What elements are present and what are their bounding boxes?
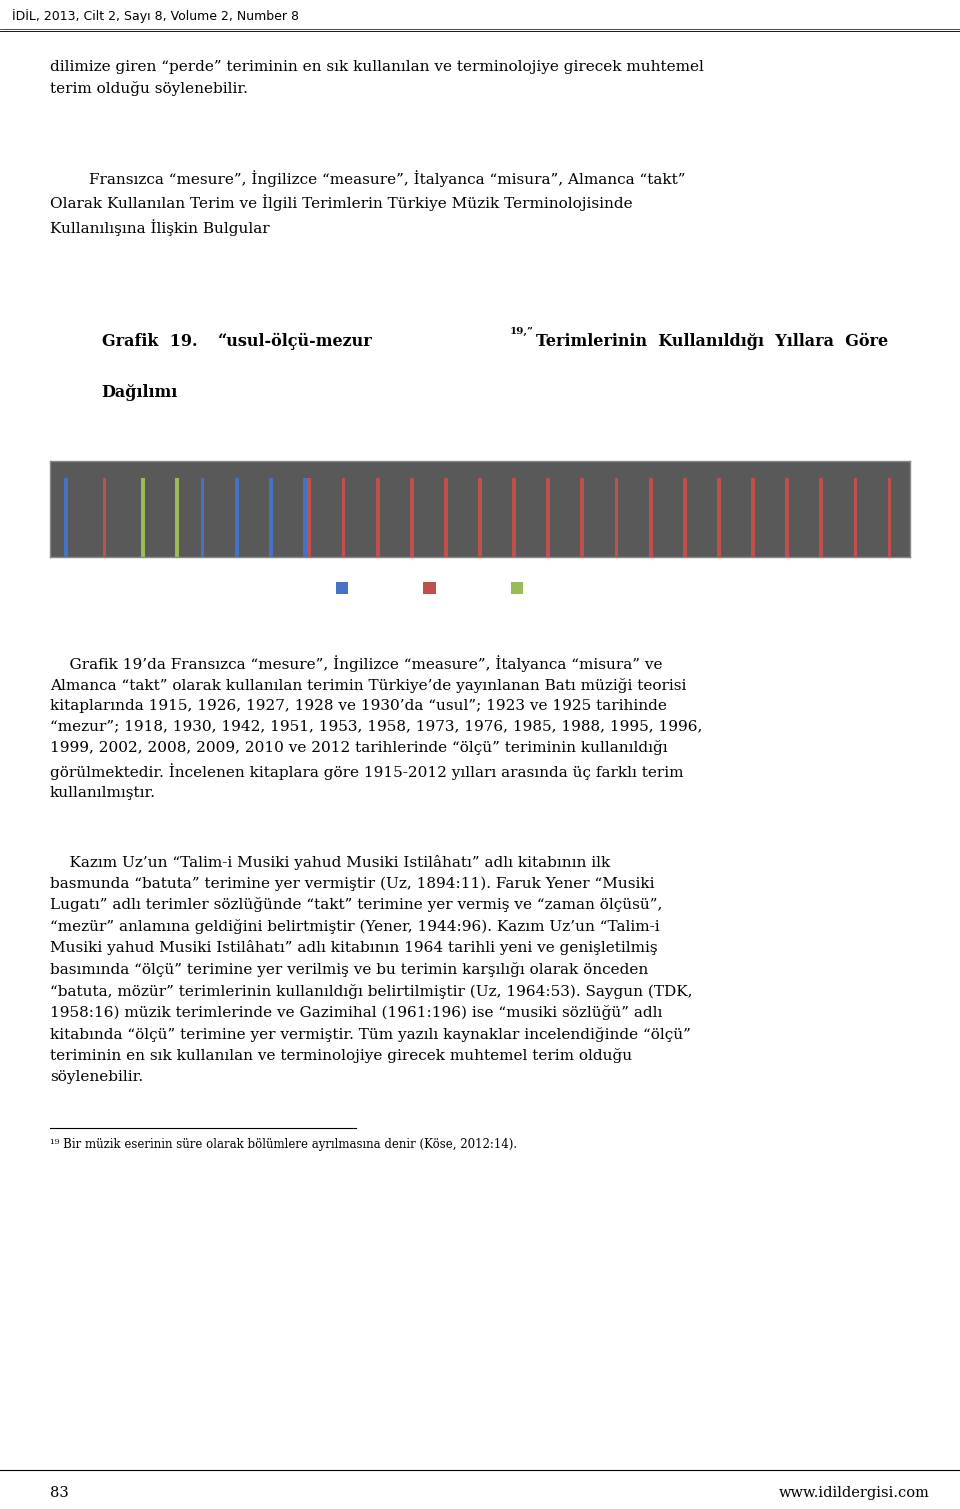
Text: İDİL, 2013, Cilt 2, Sayı 8, Volume 2, Number 8: İDİL, 2013, Cilt 2, Sayı 8, Volume 2, Nu… xyxy=(12,9,299,23)
Text: Dağılımı: Dağılımı xyxy=(102,383,178,401)
Bar xyxy=(235,478,239,557)
Text: www.idildergisi.com: www.idildergisi.com xyxy=(780,1486,930,1500)
Bar xyxy=(103,478,107,557)
Text: Grafik 19’da Fransızca “mesure”, İngilizce “measure”, İtalyanca “misura” ve
Alma: Grafik 19’da Fransızca “mesure”, İngiliz… xyxy=(50,655,703,800)
Bar xyxy=(141,478,145,557)
Bar xyxy=(303,478,307,557)
Bar xyxy=(820,478,823,557)
Text: ¹⁹ Bir müzik eserinin süre olarak bölümlere ayrılmasına denir (Köse, 2012:14).: ¹⁹ Bir müzik eserinin süre olarak bölüml… xyxy=(50,1138,517,1151)
Bar xyxy=(853,478,857,557)
Bar xyxy=(64,478,68,557)
Bar xyxy=(649,478,653,557)
Text: 19,”: 19,” xyxy=(510,327,534,337)
Bar xyxy=(614,478,618,557)
Bar xyxy=(410,478,414,557)
Bar xyxy=(201,478,204,557)
Bar xyxy=(342,478,346,557)
Bar xyxy=(478,478,482,557)
Text: 83: 83 xyxy=(50,1486,69,1500)
Text: Grafik  19.: Grafik 19. xyxy=(102,332,197,350)
Bar xyxy=(269,478,273,557)
Bar xyxy=(444,478,447,557)
Bar xyxy=(888,478,892,557)
Text: Kazım Uz’un “Talim-i Musiki yahud Musiki Istilâhatı” adlı kitabının ilk
basmunda: Kazım Uz’un “Talim-i Musiki yahud Musiki… xyxy=(50,856,692,1083)
Text: dilimize giren “perde” teriminin en sık kullanılan ve terminolojiye girecek muht: dilimize giren “perde” teriminin en sık … xyxy=(50,60,704,95)
Bar xyxy=(751,478,755,557)
Bar xyxy=(683,478,686,557)
Bar xyxy=(375,478,379,557)
Bar xyxy=(717,478,721,557)
Text: Terimlerinin  Kullanıldığı  Yıllara  Göre: Terimlerinin Kullanıldığı Yıllara Göre xyxy=(536,332,888,350)
Text: Fransızca “mesure”, İngilizce “measure”, İtalyanca “misura”, Almanca “takt”
Olar: Fransızca “mesure”, İngilizce “measure”,… xyxy=(50,171,685,235)
Bar xyxy=(307,478,311,557)
Legend: usul, ölçü, mezur: usul, ölçü, mezur xyxy=(330,575,590,602)
Bar xyxy=(513,478,516,557)
Bar xyxy=(176,478,180,557)
Bar xyxy=(785,478,789,557)
Text: “usul-ölçü-mezur: “usul-ölçü-mezur xyxy=(218,332,372,350)
Bar xyxy=(581,478,585,557)
Bar xyxy=(546,478,550,557)
